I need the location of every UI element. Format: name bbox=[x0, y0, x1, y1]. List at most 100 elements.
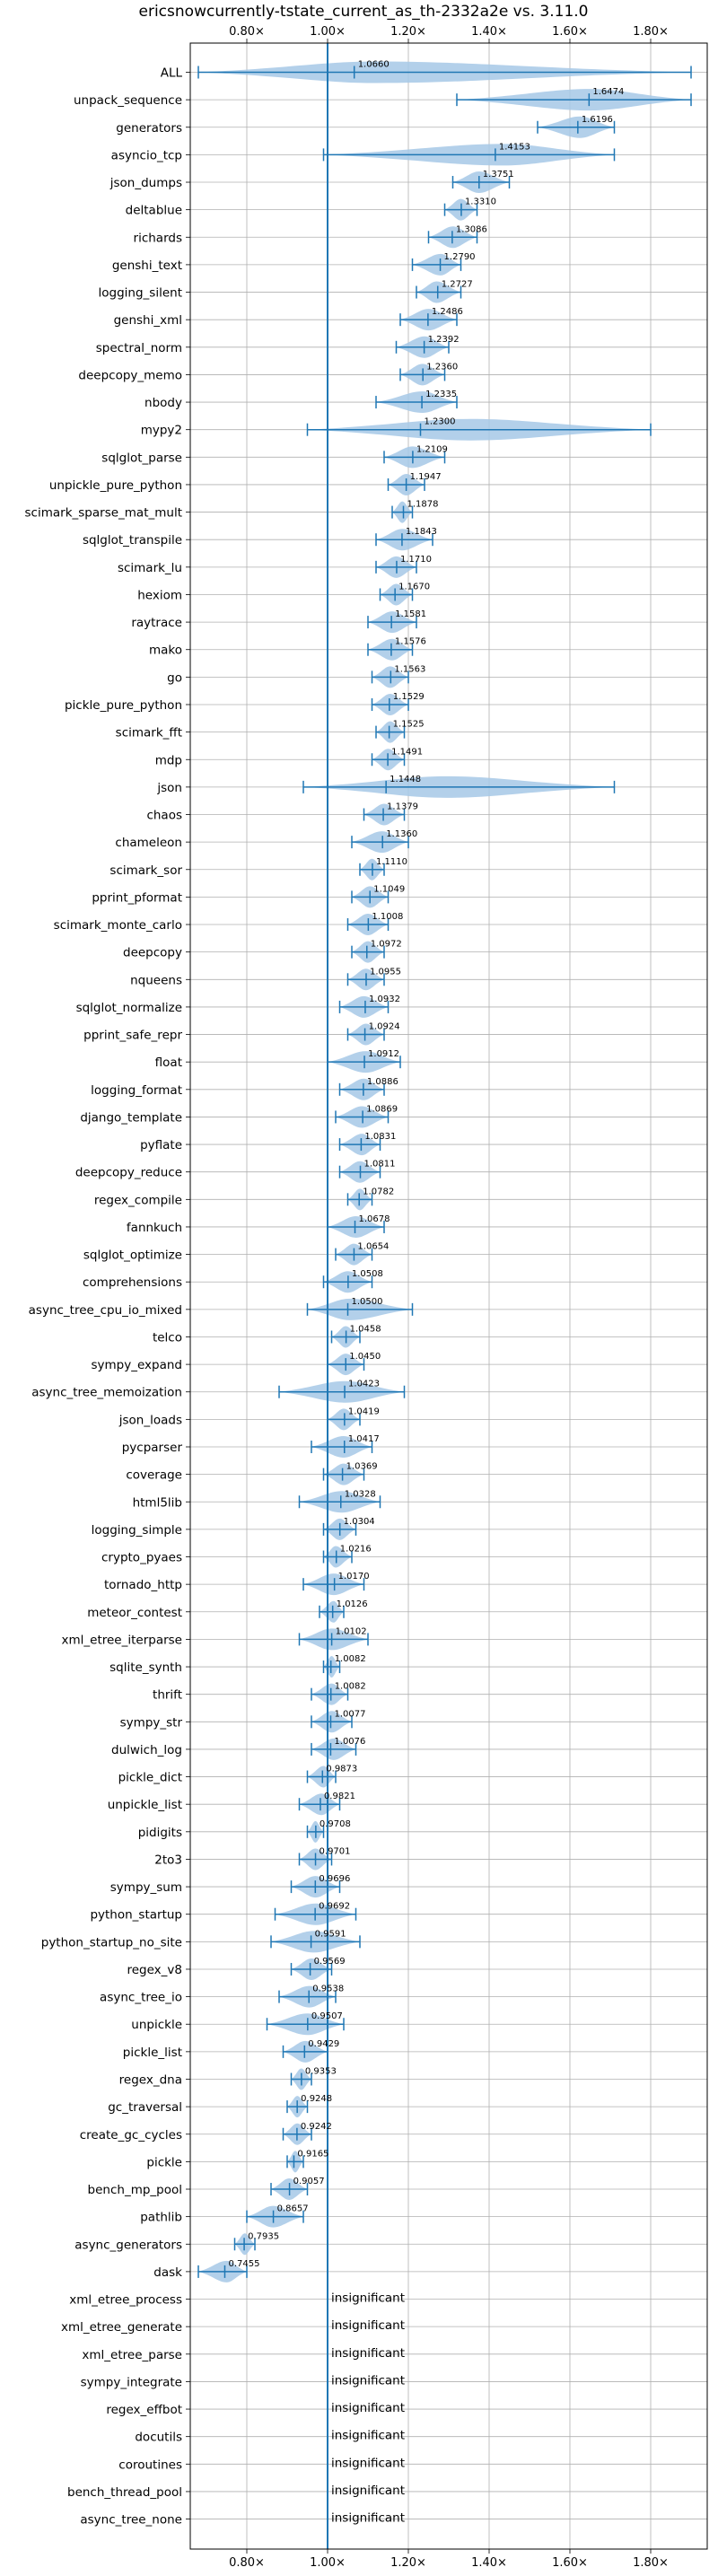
benchmark-label: thrift bbox=[153, 1688, 182, 1703]
value-label: 1.0660 bbox=[358, 60, 390, 70]
value-label: 1.2727 bbox=[442, 280, 473, 290]
benchmark-label: unpickle bbox=[131, 2018, 182, 2032]
benchmark-label: mypy2 bbox=[141, 424, 182, 438]
value-label: 1.1529 bbox=[393, 692, 425, 702]
value-label: 0.9242 bbox=[301, 2122, 332, 2132]
value-label: 0.9696 bbox=[319, 1874, 350, 1884]
insignificant-label: insignificant bbox=[331, 2346, 405, 2361]
benchmark-label: richards bbox=[134, 231, 182, 245]
benchmark-label: sympy_sum bbox=[110, 1880, 182, 1895]
benchmark-label: logging_format bbox=[91, 1083, 182, 1098]
value-label: 1.1581 bbox=[395, 609, 426, 619]
value-label: 1.0831 bbox=[364, 1132, 396, 1142]
benchmark-label: deltablue bbox=[126, 204, 182, 218]
value-label: 1.0932 bbox=[369, 994, 400, 1004]
benchmark-label: spectral_norm bbox=[96, 341, 182, 355]
benchmark-label: json bbox=[156, 781, 182, 795]
benchmark-label: create_gc_cycles bbox=[80, 2128, 182, 2142]
value-label: 1.1110 bbox=[376, 857, 407, 867]
benchmark-label: json_loads bbox=[118, 1413, 182, 1427]
benchmark-label: xml_etree_iterparse bbox=[62, 1633, 183, 1647]
benchmark-label: nqueens bbox=[130, 973, 182, 987]
benchmark-label: pickle bbox=[146, 2155, 182, 2169]
x-tick-label-bottom: 1.60× bbox=[552, 2556, 588, 2570]
value-label: 0.9692 bbox=[319, 1902, 350, 1912]
benchmark-label: hexiom bbox=[137, 588, 182, 602]
benchmark-label: dask bbox=[153, 2265, 182, 2280]
benchmark-label: xml_etree_generate bbox=[61, 2320, 182, 2335]
value-label: 1.1525 bbox=[393, 720, 425, 730]
value-label: 1.1670 bbox=[398, 582, 430, 591]
value-label: 0.9873 bbox=[326, 1765, 357, 1774]
benchmark-label: pickle_pure_python bbox=[65, 698, 182, 713]
benchmark-label: pidigits bbox=[138, 1826, 182, 1840]
benchmark-label: ALL bbox=[161, 66, 183, 81]
benchmark-label: unpickle_pure_python bbox=[49, 478, 182, 493]
value-label: 1.3751 bbox=[483, 170, 514, 180]
benchmark-label: dulwich_log bbox=[111, 1743, 182, 1757]
value-label: 1.0077 bbox=[334, 1709, 365, 1719]
value-label: 1.1491 bbox=[391, 747, 423, 757]
value-label: 1.1843 bbox=[406, 527, 437, 537]
value-label: 0.9569 bbox=[314, 1957, 346, 1967]
insignificant-label: insignificant bbox=[331, 2429, 405, 2443]
benchmark-label: chaos bbox=[146, 809, 182, 823]
value-label: 1.0216 bbox=[340, 1545, 372, 1555]
benchmark-label: asyncio_tcp bbox=[111, 148, 182, 162]
value-label: 1.2392 bbox=[428, 335, 460, 345]
x-tick-label-bottom: 1.40× bbox=[471, 2556, 507, 2570]
value-label: 1.0869 bbox=[366, 1104, 398, 1114]
x-tick-label-bottom: 0.80× bbox=[229, 2556, 265, 2570]
benchmark-label: pathlib bbox=[140, 2211, 182, 2225]
value-label: 0.9429 bbox=[308, 2039, 339, 2049]
benchmark-label: regex_effbot bbox=[106, 2403, 182, 2417]
value-label: 1.0654 bbox=[357, 1242, 389, 1252]
value-label: 1.4153 bbox=[499, 142, 530, 152]
benchmark-label: sqlite_synth bbox=[109, 1660, 182, 1675]
benchmark-label: gc_traversal bbox=[108, 2100, 182, 2115]
value-label: 1.3086 bbox=[456, 224, 487, 234]
benchmark-label: logging_silent bbox=[99, 286, 182, 301]
benchmark-label: telco bbox=[153, 1330, 182, 1345]
value-label: 1.2790 bbox=[444, 252, 476, 262]
benchmark-label: pycparser bbox=[122, 1441, 183, 1455]
x-tick-label-top: 1.80× bbox=[633, 25, 669, 39]
value-label: 1.0076 bbox=[334, 1737, 365, 1747]
insignificant-label: insignificant bbox=[331, 2511, 405, 2526]
value-label: 1.0304 bbox=[344, 1517, 375, 1527]
benchmark-label: async_tree_memoization bbox=[31, 1386, 182, 1400]
value-label: 1.0328 bbox=[345, 1489, 376, 1499]
value-label: 1.0082 bbox=[335, 1654, 366, 1664]
value-label: 1.0419 bbox=[348, 1406, 380, 1416]
value-label: 1.0126 bbox=[337, 1599, 368, 1609]
benchmark-label: nbody bbox=[144, 396, 182, 410]
value-label: 1.0972 bbox=[371, 940, 402, 950]
insignificant-label: insignificant bbox=[331, 2291, 405, 2306]
benchmark-label: coroutines bbox=[118, 2458, 182, 2472]
x-tick-label-top: 1.00× bbox=[310, 25, 346, 39]
value-label: 1.0811 bbox=[363, 1160, 395, 1170]
benchmark-label: regex_dna bbox=[119, 2072, 182, 2087]
insignificant-label: insignificant bbox=[331, 2456, 405, 2470]
insignificant-label: insignificant bbox=[331, 2373, 405, 2388]
x-tick-label-top: 1.60× bbox=[552, 25, 588, 39]
value-label: 1.0423 bbox=[348, 1380, 380, 1389]
benchmark-label: sqlglot_optimize bbox=[83, 1249, 182, 1263]
value-label: 1.1576 bbox=[395, 637, 426, 647]
value-label: 1.2360 bbox=[426, 362, 458, 372]
value-label: 0.9701 bbox=[320, 1846, 351, 1856]
value-label: 1.6474 bbox=[592, 87, 624, 97]
benchmark-label: unpack_sequence bbox=[74, 93, 182, 108]
benchmark-label: sqlglot_normalize bbox=[76, 1001, 182, 1015]
x-tick-label-bottom: 1.80× bbox=[633, 2556, 669, 2570]
value-label: 1.0417 bbox=[348, 1434, 380, 1444]
benchmark-label: sqlglot_parse bbox=[101, 451, 182, 465]
benchmark-label: deepcopy bbox=[123, 946, 182, 960]
plot-frame bbox=[189, 42, 708, 2550]
value-label: 1.1947 bbox=[410, 472, 442, 482]
value-label: 1.0924 bbox=[369, 1022, 400, 1032]
value-label: 1.1360 bbox=[386, 829, 417, 839]
value-label: 1.0912 bbox=[368, 1049, 399, 1059]
benchmark-label: xml_etree_process bbox=[69, 2293, 182, 2308]
